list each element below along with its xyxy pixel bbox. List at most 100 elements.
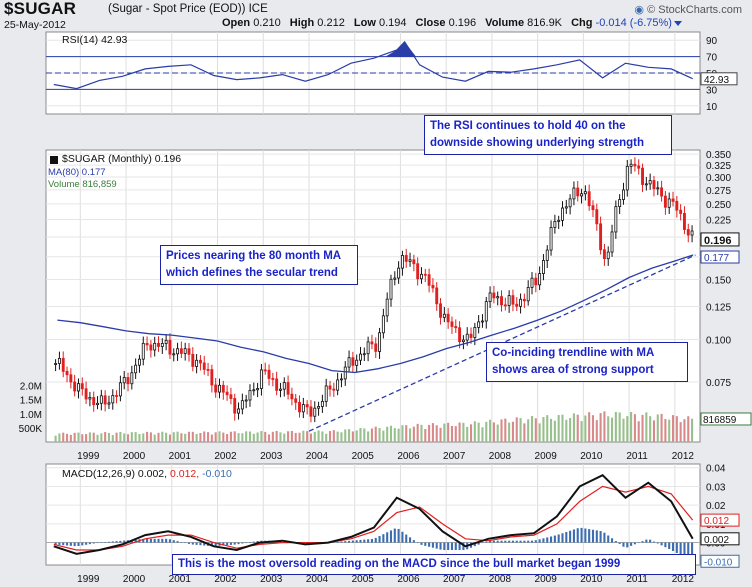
- macd-histogram-bar: [443, 542, 446, 551]
- candle-body: [454, 326, 458, 329]
- volume-bar: [279, 432, 282, 442]
- support-annotation: Co-inciding trendline with MA shows area…: [486, 342, 688, 382]
- candle-body: [233, 398, 237, 414]
- candle-body: [397, 267, 401, 279]
- macd-histogram-bar: [405, 534, 408, 543]
- x-tick-label: 2011: [626, 451, 648, 462]
- macd-histogram-bar: [428, 542, 431, 547]
- volume-bar: [569, 418, 572, 442]
- macd-last-value-box: [700, 532, 740, 546]
- volume-bar: [683, 419, 686, 442]
- volume-bar: [530, 416, 534, 442]
- macd-histogram-bar: [363, 539, 366, 543]
- volume-bar: [96, 434, 99, 442]
- volume-bar: [355, 430, 358, 442]
- candle-body: [351, 357, 355, 366]
- candle-body: [244, 399, 248, 402]
- candle-body: [80, 383, 84, 390]
- macd-histogram-bar: [454, 542, 457, 551]
- volume-bar: [473, 421, 476, 442]
- candle-body: [580, 193, 583, 197]
- macd-histogram-bar: [504, 540, 507, 543]
- macd-tick-label: 0.02: [706, 501, 726, 512]
- candle-body: [610, 231, 614, 253]
- candle-body: [134, 364, 138, 374]
- macd-histogram-bar: [622, 542, 625, 547]
- candle-body: [568, 198, 572, 208]
- candle-body: [622, 189, 625, 200]
- macd-histogram-bar: [450, 542, 454, 551]
- candle-body: [362, 353, 366, 356]
- volume-bar: [633, 414, 636, 442]
- candle-body: [107, 402, 111, 405]
- volume-bar: [210, 434, 213, 442]
- macd-histogram-bar: [245, 542, 248, 544]
- macd-histogram-bar: [161, 538, 164, 543]
- candle-body: [370, 341, 374, 345]
- volume-bar: [264, 431, 267, 442]
- volume-bar: [382, 430, 385, 442]
- rsi-tick-label: 30: [706, 85, 718, 96]
- volume-bar: [321, 431, 324, 442]
- volume-bar: [660, 413, 663, 442]
- candle-body: [374, 343, 378, 352]
- candle-body: [465, 333, 469, 341]
- price-last-close-label: 0.196: [704, 235, 732, 247]
- volume-bar: [637, 421, 640, 442]
- macd-histogram-bar: [546, 537, 549, 543]
- macd-histogram-bar: [492, 540, 495, 543]
- macd-histogram-bar: [435, 542, 438, 549]
- macd-histogram-bar: [462, 542, 465, 551]
- macd-histogram-bar: [382, 534, 385, 543]
- candle-body: [618, 199, 622, 207]
- macd-tick-label: 0.04: [706, 464, 726, 475]
- volume-tick-label: 500K: [19, 424, 43, 435]
- candle-body: [339, 378, 343, 381]
- volume-bar: [195, 433, 198, 442]
- volume-bar: [603, 411, 606, 442]
- volume-bar: [588, 412, 591, 442]
- volume-bar: [165, 432, 168, 442]
- price-tick-label: 0.125: [706, 302, 731, 313]
- macd-histogram-bar: [210, 542, 213, 547]
- volume-bar: [332, 430, 335, 442]
- x-tick-label: 2001: [169, 574, 192, 585]
- macd-histogram-bar: [165, 538, 168, 543]
- candle-body: [157, 342, 160, 347]
- macd-histogram-bar: [519, 540, 522, 543]
- volume-bar: [348, 429, 351, 442]
- candle-body: [240, 400, 244, 410]
- macd-last-value-label: -0.010: [704, 557, 733, 568]
- volume-bar: [309, 433, 313, 442]
- candle-body: [492, 292, 496, 299]
- macd-histogram-bar: [656, 542, 659, 544]
- volume-bar: [626, 416, 629, 442]
- volume-bar: [119, 432, 122, 442]
- volume-bar: [287, 431, 290, 442]
- macd-histogram-bar: [370, 538, 373, 543]
- macd-histogram-bar: [65, 542, 69, 546]
- volume-bar: [431, 423, 434, 442]
- candle-body: [355, 359, 359, 366]
- candle-body: [332, 388, 336, 391]
- volume-bar: [374, 426, 377, 442]
- volume-bar: [126, 434, 130, 442]
- candle-body: [458, 327, 462, 343]
- candle-body: [122, 377, 126, 384]
- x-tick-label: 2006: [397, 574, 420, 585]
- macd-histogram-bar: [229, 542, 232, 545]
- brand-icon: ◉: [634, 4, 645, 16]
- macd-histogram-bar: [416, 542, 419, 544]
- candle-body: [679, 209, 683, 214]
- macd-histogram-bar: [248, 542, 252, 543]
- candle-body: [248, 390, 252, 401]
- volume-bar: [256, 432, 259, 442]
- x-tick-label: 2008: [489, 451, 512, 462]
- volume-bar: [88, 432, 91, 442]
- rsi-tick-label: 70: [706, 53, 718, 64]
- macd-histogram-bar: [523, 540, 526, 543]
- open-value: 0.210: [253, 17, 281, 29]
- x-tick-label: 2004: [306, 574, 329, 585]
- candle-body: [103, 395, 107, 405]
